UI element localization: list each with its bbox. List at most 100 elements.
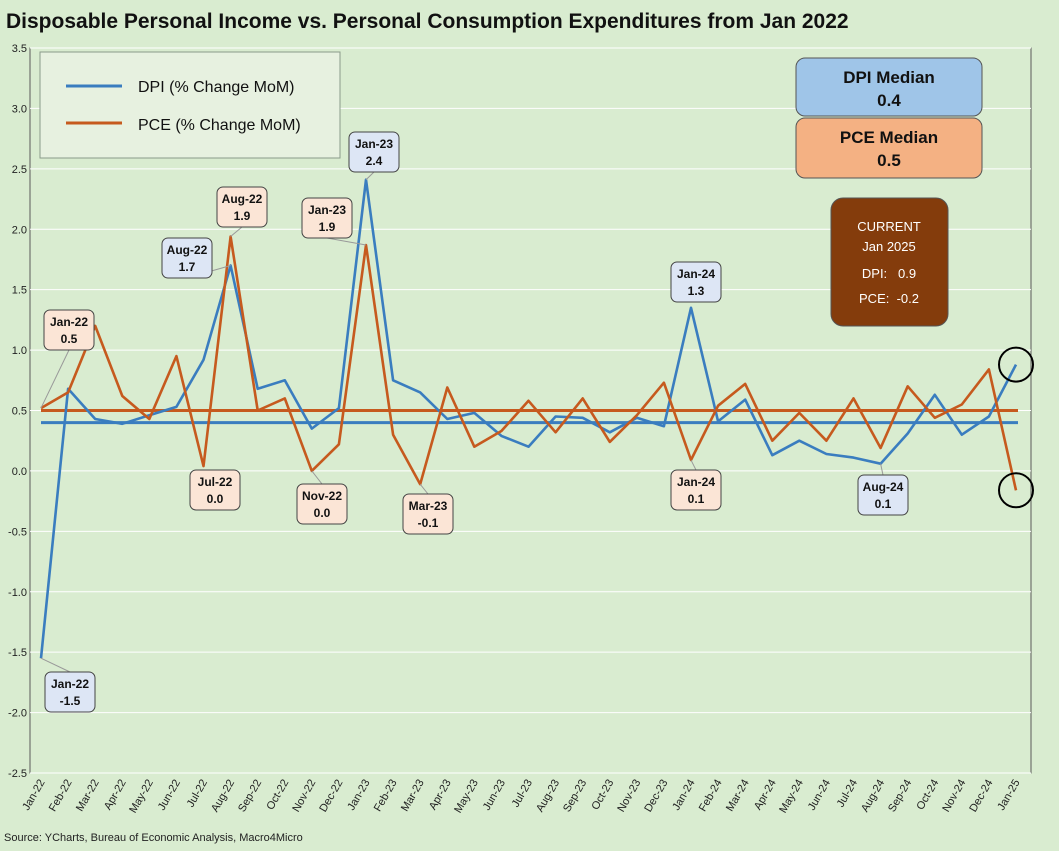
legend-pce-label: PCE (% Change MoM) — [138, 117, 301, 134]
x-tick-label: Dec-22 — [317, 778, 345, 815]
dpi-median-title: DPI Median — [843, 68, 935, 87]
x-tick-label: Apr-23 — [427, 778, 454, 813]
dpi-median-value: 0.4 — [877, 91, 901, 110]
x-tick-label: Jun-24 — [806, 778, 833, 813]
annotation-callout: Jan-23 2.4 — [348, 131, 400, 181]
annotation-label: Jan-23 — [308, 203, 346, 217]
y-tick-label: -2.0 — [8, 708, 27, 720]
x-tick-label: Jun-22 — [156, 778, 183, 813]
annotation-box — [296, 483, 348, 525]
annotation-callout: Jan-24 0.1 — [670, 459, 722, 511]
annotation-callout: Jul-22 0.0 — [189, 469, 241, 511]
annotation-value: 0.0 — [314, 506, 331, 520]
x-tick-label: Sep-24 — [886, 778, 914, 815]
x-tick-label: Feb-22 — [47, 778, 75, 814]
x-tick-label: Aug-22 — [209, 778, 237, 815]
annotation-callout: Nov-22 0.0 — [296, 470, 348, 525]
annotation-leader — [365, 171, 375, 181]
x-tick-label: Oct-23 — [589, 778, 616, 813]
x-tick-label: Mar-23 — [399, 778, 427, 814]
y-tick-label: -1.0 — [8, 587, 27, 599]
current-box: CURRENT Jan 2025 DPI: 0.9 PCE: -0.2 — [830, 197, 949, 327]
annotation-box — [189, 469, 241, 511]
x-tick-label: May-24 — [777, 778, 806, 816]
annotation-leader — [311, 470, 323, 485]
annotation-box — [670, 261, 722, 303]
annotation-callout: Jan-24 1.3 — [670, 261, 722, 303]
x-tick-label: May-23 — [452, 778, 481, 816]
x-tick-label: Apr-22 — [102, 778, 129, 813]
annotation-label: Aug-24 — [863, 480, 904, 494]
x-tick-label: Dec-24 — [967, 778, 995, 815]
y-tick-label: 0.0 — [12, 466, 27, 478]
current-period: Jan 2025 — [862, 239, 916, 254]
y-tick-label: 1.0 — [12, 345, 27, 357]
x-tick-label: Oct-24 — [914, 778, 941, 813]
annotation-callout: Aug-24 0.1 — [857, 463, 909, 516]
x-tick-label: Nov-24 — [940, 778, 968, 815]
annotation-value: 1.3 — [688, 284, 705, 298]
x-tick-label: Jun-23 — [481, 778, 508, 813]
annotation-callout: Aug-22 1.9 — [216, 186, 268, 237]
annotation-label: Nov-22 — [302, 489, 342, 503]
x-tick-label: Jul-23 — [510, 778, 535, 810]
pce-median-title: PCE Median — [840, 128, 938, 147]
annotation-box — [216, 186, 268, 228]
annotation-callout: Jan-22 -1.5 — [40, 657, 96, 713]
annotation-value: 1.7 — [179, 260, 196, 274]
x-tick-label: Jan-24 — [670, 778, 697, 813]
annotation-box — [44, 671, 96, 713]
annotation-box — [43, 309, 95, 351]
y-tick-label: 3.0 — [12, 103, 27, 115]
annotation-label: Jul-22 — [198, 475, 233, 489]
y-tick-label: 2.5 — [12, 164, 27, 176]
x-tick-label: Mar-22 — [74, 778, 102, 814]
x-tick-label: Jan-25 — [995, 778, 1022, 813]
annotation-label: Jan-22 — [51, 677, 89, 691]
annotation-leader — [690, 459, 697, 471]
y-tick-label: -1.5 — [8, 647, 27, 659]
annotation-value: 0.1 — [688, 492, 705, 506]
dpi-series-line — [39, 178, 1018, 659]
annotation-value: -1.5 — [60, 694, 81, 708]
annotation-leader — [419, 483, 429, 495]
x-tick-label: Jul-24 — [835, 778, 860, 810]
chart: 3.5 3.0 2.5 2.0 1.5 1.0 0.5 0.0 -0.5 -1.0 -1.5 -2.0… — [8, 43, 1034, 816]
annotation-box — [402, 493, 454, 535]
annotation-label: Aug-22 — [222, 192, 263, 206]
y-tick-label: -2.5 — [8, 768, 27, 780]
x-tick-label: Sep-23 — [561, 778, 589, 815]
x-tick-label: Nov-22 — [290, 778, 318, 815]
x-tick-label: Feb-23 — [372, 778, 400, 814]
x-tick-label: Mar-24 — [724, 778, 752, 814]
annotation-value: -0.1 — [418, 516, 439, 530]
legend-dpi-label: DPI (% Change MoM) — [138, 79, 295, 96]
pce-series-line — [40, 235, 1018, 491]
current-dpi: DPI: 0.9 — [862, 266, 916, 281]
annotation-value: 0.0 — [207, 492, 224, 506]
annotation-label: Jan-24 — [677, 267, 715, 281]
y-tick-label: 0.5 — [12, 406, 27, 418]
annotation-label: Aug-22 — [167, 243, 208, 257]
y-tick-label: 3.5 — [12, 43, 27, 55]
annotation-leader — [880, 463, 884, 476]
source-note: Source: YCharts, Bureau of Economic Anal… — [4, 832, 303, 844]
x-tick-label: Feb-24 — [697, 778, 725, 814]
y-tick-label: 2.0 — [12, 224, 27, 236]
pce-latest-circle — [998, 472, 1034, 509]
annotation-callout: Mar-23 -0.1 — [402, 483, 454, 535]
annotation-value: 2.4 — [366, 154, 383, 168]
x-tick-label: Jan-23 — [345, 778, 372, 813]
annotation-box — [348, 131, 400, 173]
x-tick-label: Dec-23 — [642, 778, 670, 815]
annotation-label: Jan-24 — [677, 475, 715, 489]
annotation-box — [857, 474, 909, 516]
annotation-callout: Jan-22 0.5 — [40, 309, 95, 409]
dpi-latest-circle — [998, 346, 1034, 383]
legend: DPI (% Change MoM) PCE (% Change MoM) — [39, 51, 341, 159]
annotation-leader — [326, 237, 367, 246]
annotation-value: 1.9 — [234, 209, 251, 223]
x-tick-label: Jan-22 — [20, 778, 47, 813]
x-tick-label: Nov-23 — [615, 778, 643, 815]
annotation-label: Jan-22 — [50, 315, 88, 329]
